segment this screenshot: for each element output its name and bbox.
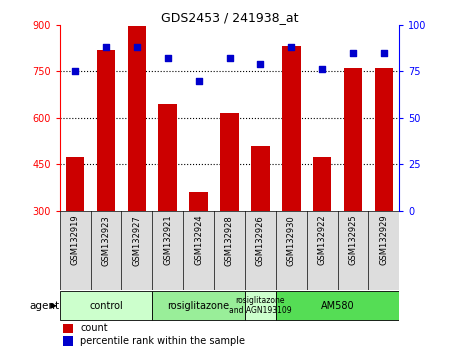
Bar — [245, 291, 276, 320]
Bar — [375, 68, 393, 211]
Text: count: count — [80, 324, 108, 333]
Point — [226, 56, 233, 61]
Text: agent: agent — [29, 301, 60, 311]
Point — [257, 61, 264, 67]
Bar — [66, 156, 84, 211]
Text: rosiglitazone: rosiglitazone — [168, 301, 230, 311]
Bar — [276, 291, 399, 320]
Point — [349, 50, 357, 56]
Text: GSM132919: GSM132919 — [71, 215, 79, 266]
Text: GSM132925: GSM132925 — [348, 215, 358, 266]
Bar — [251, 146, 269, 211]
Text: percentile rank within the sample: percentile rank within the sample — [80, 336, 245, 346]
Point — [319, 67, 326, 72]
Point — [133, 44, 140, 50]
Bar — [344, 68, 362, 211]
Text: GSM132926: GSM132926 — [256, 215, 265, 266]
Title: GDS2453 / 241938_at: GDS2453 / 241938_at — [161, 11, 298, 24]
Point — [102, 44, 110, 50]
Text: AM580: AM580 — [321, 301, 354, 311]
Point — [380, 50, 387, 56]
Bar — [313, 156, 331, 211]
Text: GSM132927: GSM132927 — [132, 215, 141, 266]
Text: GSM132923: GSM132923 — [101, 215, 111, 266]
Text: GSM132929: GSM132929 — [380, 215, 388, 266]
Point — [288, 44, 295, 50]
Text: rosiglitazone
and AGN193109: rosiglitazone and AGN193109 — [229, 296, 291, 315]
Text: GSM132924: GSM132924 — [194, 215, 203, 266]
Text: control: control — [89, 301, 123, 311]
Text: GSM132922: GSM132922 — [318, 215, 327, 266]
Point — [164, 56, 171, 61]
Bar — [63, 324, 73, 333]
Point — [72, 68, 79, 74]
Bar — [190, 192, 208, 211]
Bar — [63, 336, 73, 346]
Bar — [220, 113, 239, 211]
Point — [195, 78, 202, 84]
Bar — [158, 104, 177, 211]
Bar — [282, 46, 301, 211]
Bar — [128, 26, 146, 211]
Text: GSM132928: GSM132928 — [225, 215, 234, 266]
Text: GSM132930: GSM132930 — [287, 215, 296, 266]
Text: GSM132921: GSM132921 — [163, 215, 172, 266]
Bar — [97, 50, 115, 211]
Bar — [152, 291, 245, 320]
Bar — [60, 291, 152, 320]
